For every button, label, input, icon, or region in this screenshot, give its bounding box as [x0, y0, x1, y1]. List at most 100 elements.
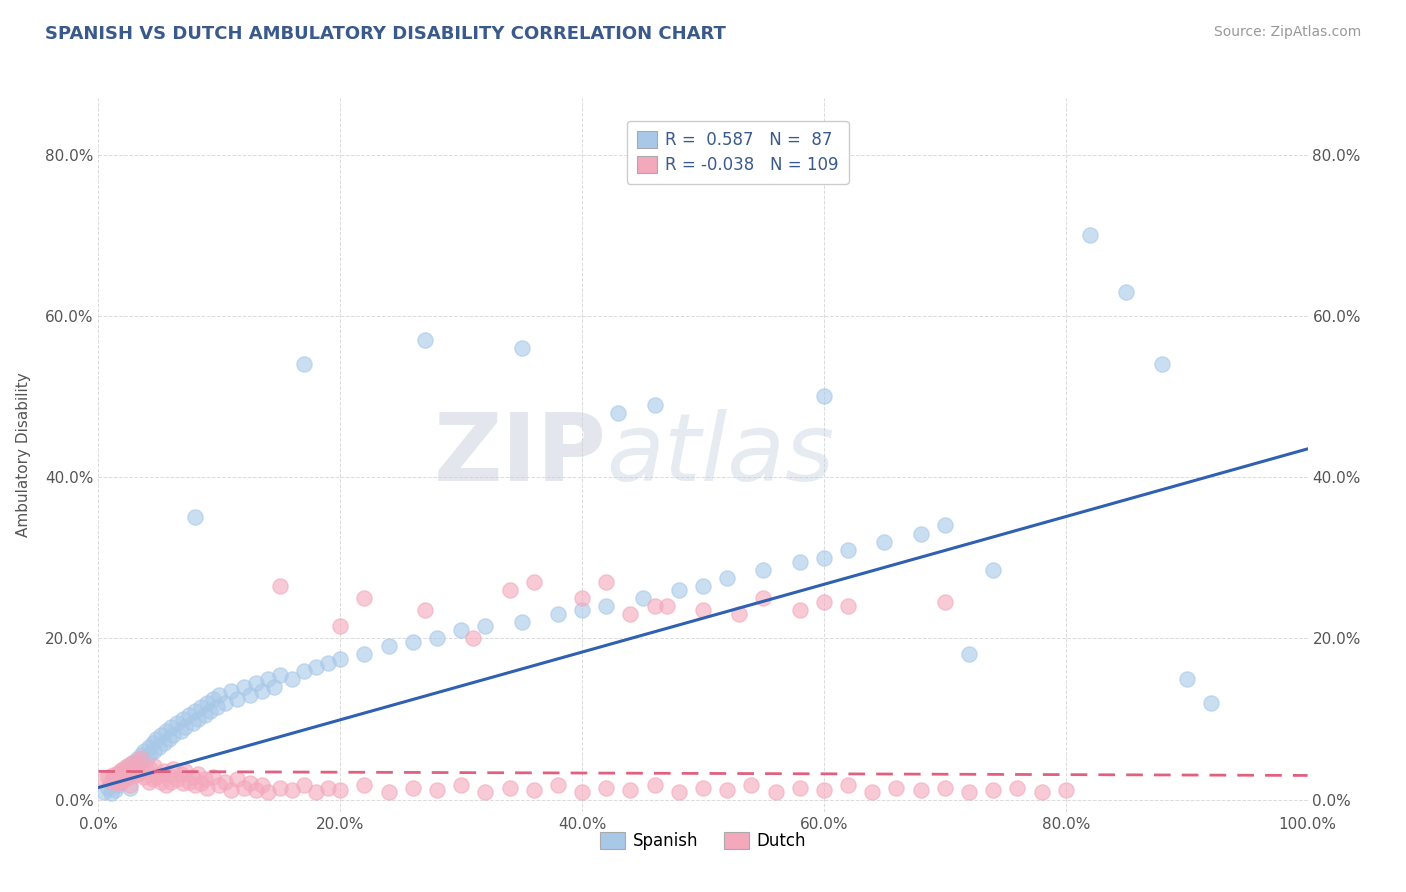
Point [813, 389, 835, 403]
Point [873, 534, 896, 549]
Point [668, 582, 690, 597]
Point [138, 740, 160, 755]
Text: Source: ZipAtlas.com: Source: ZipAtlas.com [1213, 25, 1361, 39]
Point [157, 732, 180, 747]
Point [292, 357, 315, 371]
Point [789, 603, 811, 617]
Point [172, 776, 194, 790]
Point [152, 764, 174, 779]
Point [813, 550, 835, 565]
Point [523, 783, 546, 797]
Point [134, 770, 156, 784]
Point [221, 783, 243, 797]
Point [957, 648, 980, 662]
Point [142, 772, 165, 787]
Point [813, 783, 835, 797]
Point [174, 720, 197, 734]
Point [353, 778, 375, 792]
Point [1175, 672, 1198, 686]
Point [208, 778, 231, 792]
Point [143, 744, 166, 758]
Point [910, 783, 932, 797]
Point [377, 784, 399, 798]
Point [934, 518, 956, 533]
Point [117, 760, 139, 774]
Point [329, 651, 352, 665]
Point [135, 750, 157, 764]
Point [100, 786, 122, 800]
Point [837, 778, 859, 792]
Point [571, 591, 593, 605]
Point [129, 750, 152, 764]
Point [981, 783, 1004, 797]
Point [250, 778, 273, 792]
Point [184, 704, 207, 718]
Point [118, 778, 141, 792]
Point [190, 699, 212, 714]
Point [148, 740, 170, 755]
Point [269, 780, 291, 795]
Point [184, 778, 207, 792]
Point [1199, 696, 1222, 710]
Point [981, 563, 1004, 577]
Point [740, 778, 762, 792]
Point [619, 783, 641, 797]
Point [450, 624, 472, 638]
Point [239, 776, 262, 790]
Point [195, 780, 218, 795]
Point [148, 768, 170, 782]
Point [172, 712, 194, 726]
Point [187, 767, 209, 781]
Point [138, 775, 160, 789]
Point [155, 778, 177, 792]
Point [860, 784, 883, 798]
Point [413, 603, 436, 617]
Point [957, 784, 980, 798]
Point [239, 688, 262, 702]
Point [93, 784, 115, 798]
Point [305, 659, 328, 673]
Point [607, 406, 630, 420]
Point [595, 599, 617, 613]
Point [145, 732, 167, 747]
Point [547, 778, 569, 792]
Point [226, 691, 249, 706]
Point [127, 758, 149, 772]
Point [426, 783, 449, 797]
Point [145, 770, 167, 784]
Point [256, 784, 278, 798]
Point [728, 607, 751, 622]
Point [765, 784, 787, 798]
Point [644, 398, 666, 412]
Point [353, 591, 375, 605]
Point [139, 747, 162, 762]
Point [118, 780, 141, 795]
Point [166, 772, 188, 787]
Point [124, 762, 146, 776]
Point [655, 599, 678, 613]
Point [305, 784, 328, 798]
Point [692, 579, 714, 593]
Point [108, 764, 131, 779]
Point [245, 783, 267, 797]
Y-axis label: Ambulatory Disability: Ambulatory Disability [17, 373, 31, 537]
Point [190, 776, 212, 790]
Point [150, 728, 173, 742]
Point [93, 772, 115, 787]
Point [169, 767, 191, 781]
Point [329, 783, 352, 797]
Point [1054, 783, 1077, 797]
Point [97, 780, 120, 795]
Point [214, 696, 236, 710]
Legend: Spanish, Dutch: Spanish, Dutch [593, 825, 813, 857]
Point [169, 724, 191, 739]
Point [837, 542, 859, 557]
Point [179, 775, 201, 789]
Point [174, 764, 197, 779]
Point [160, 775, 183, 789]
Point [104, 772, 127, 787]
Point [510, 615, 533, 630]
Point [139, 762, 162, 776]
Point [166, 716, 188, 731]
Point [214, 775, 236, 789]
